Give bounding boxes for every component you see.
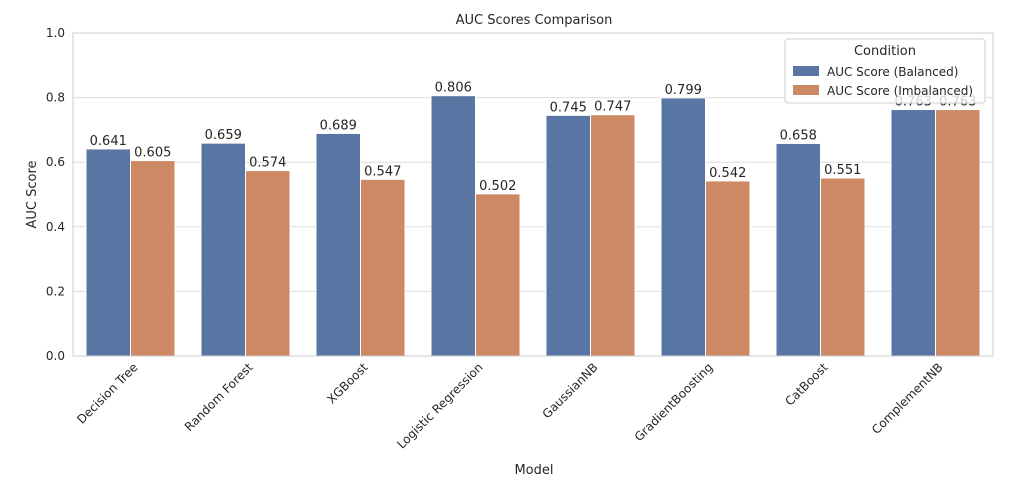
bar (705, 180, 751, 357)
bar (200, 142, 246, 357)
bar (545, 114, 591, 357)
bar-value-label: 0.502 (479, 179, 516, 194)
x-tick-label: GaussianNB (540, 360, 601, 421)
bar (660, 97, 706, 357)
x-tick-label: Logistic Regression (394, 360, 485, 451)
y-tick-labels: 0.0 0.2 0.4 0.6 0.8 1.0 (46, 26, 65, 363)
bar (430, 95, 476, 357)
bars-group (85, 95, 981, 357)
bar-value-label: 0.806 (435, 81, 472, 96)
bar (935, 109, 981, 357)
y-tick-label: 0.2 (46, 284, 65, 298)
legend-swatch (793, 66, 819, 76)
bar-value-label: 0.747 (594, 100, 631, 115)
y-axis-label: AUC Score (25, 160, 40, 228)
y-tick-label: 0.8 (46, 91, 65, 105)
bar-value-label: 0.659 (205, 128, 242, 143)
chart-title: AUC Scores Comparison (456, 13, 613, 28)
x-tick-labels: Decision Tree Random Forest XGBoost Logisti… (74, 360, 945, 452)
y-tick-label: 1.0 (46, 26, 65, 40)
x-tick-label: CatBoost (782, 360, 831, 409)
legend-entry-label: AUC Score (Imbalanced) (827, 84, 973, 98)
bar (85, 148, 131, 357)
bar-value-label: 0.641 (90, 134, 127, 149)
x-tick-label: XGBoost (324, 360, 370, 406)
bar-value-label: 0.658 (780, 128, 817, 143)
bar (890, 109, 936, 357)
x-tick-label: Random Forest (182, 360, 256, 434)
x-tick-label: ComplementNB (869, 360, 946, 437)
bar-value-label: 0.745 (550, 100, 587, 115)
x-axis-label: Model (514, 463, 553, 476)
x-tick-label: GradientBoosting (632, 360, 716, 444)
bar (820, 177, 866, 357)
bar-value-label: 0.542 (709, 166, 746, 181)
bar-value-label: 0.799 (665, 83, 702, 98)
bar (360, 178, 406, 357)
bar (315, 132, 361, 357)
legend-box (784, 38, 986, 104)
bar-value-label: 0.574 (249, 156, 286, 171)
legend-title: Condition (854, 44, 916, 59)
legend: Condition AUC Score (Balanced) AUC Score … (784, 38, 986, 104)
bar (590, 114, 636, 357)
legend-swatch (793, 85, 819, 95)
bar (130, 160, 176, 357)
legend-entry-label: AUC Score (Balanced) (827, 65, 958, 79)
bar-value-label: 0.547 (364, 164, 401, 179)
y-tick-label: 0.6 (46, 155, 65, 169)
bar (245, 170, 291, 357)
bar-value-label: 0.551 (824, 163, 861, 178)
y-tick-label: 0.4 (46, 220, 65, 234)
bar (475, 193, 521, 357)
bar-value-label: 0.605 (134, 146, 171, 161)
y-tick-label: 0.0 (46, 349, 65, 363)
bar-value-label: 0.689 (320, 118, 357, 133)
x-tick-label: Decision Tree (74, 360, 140, 426)
plot-frame (72, 32, 994, 357)
bar (775, 142, 821, 357)
